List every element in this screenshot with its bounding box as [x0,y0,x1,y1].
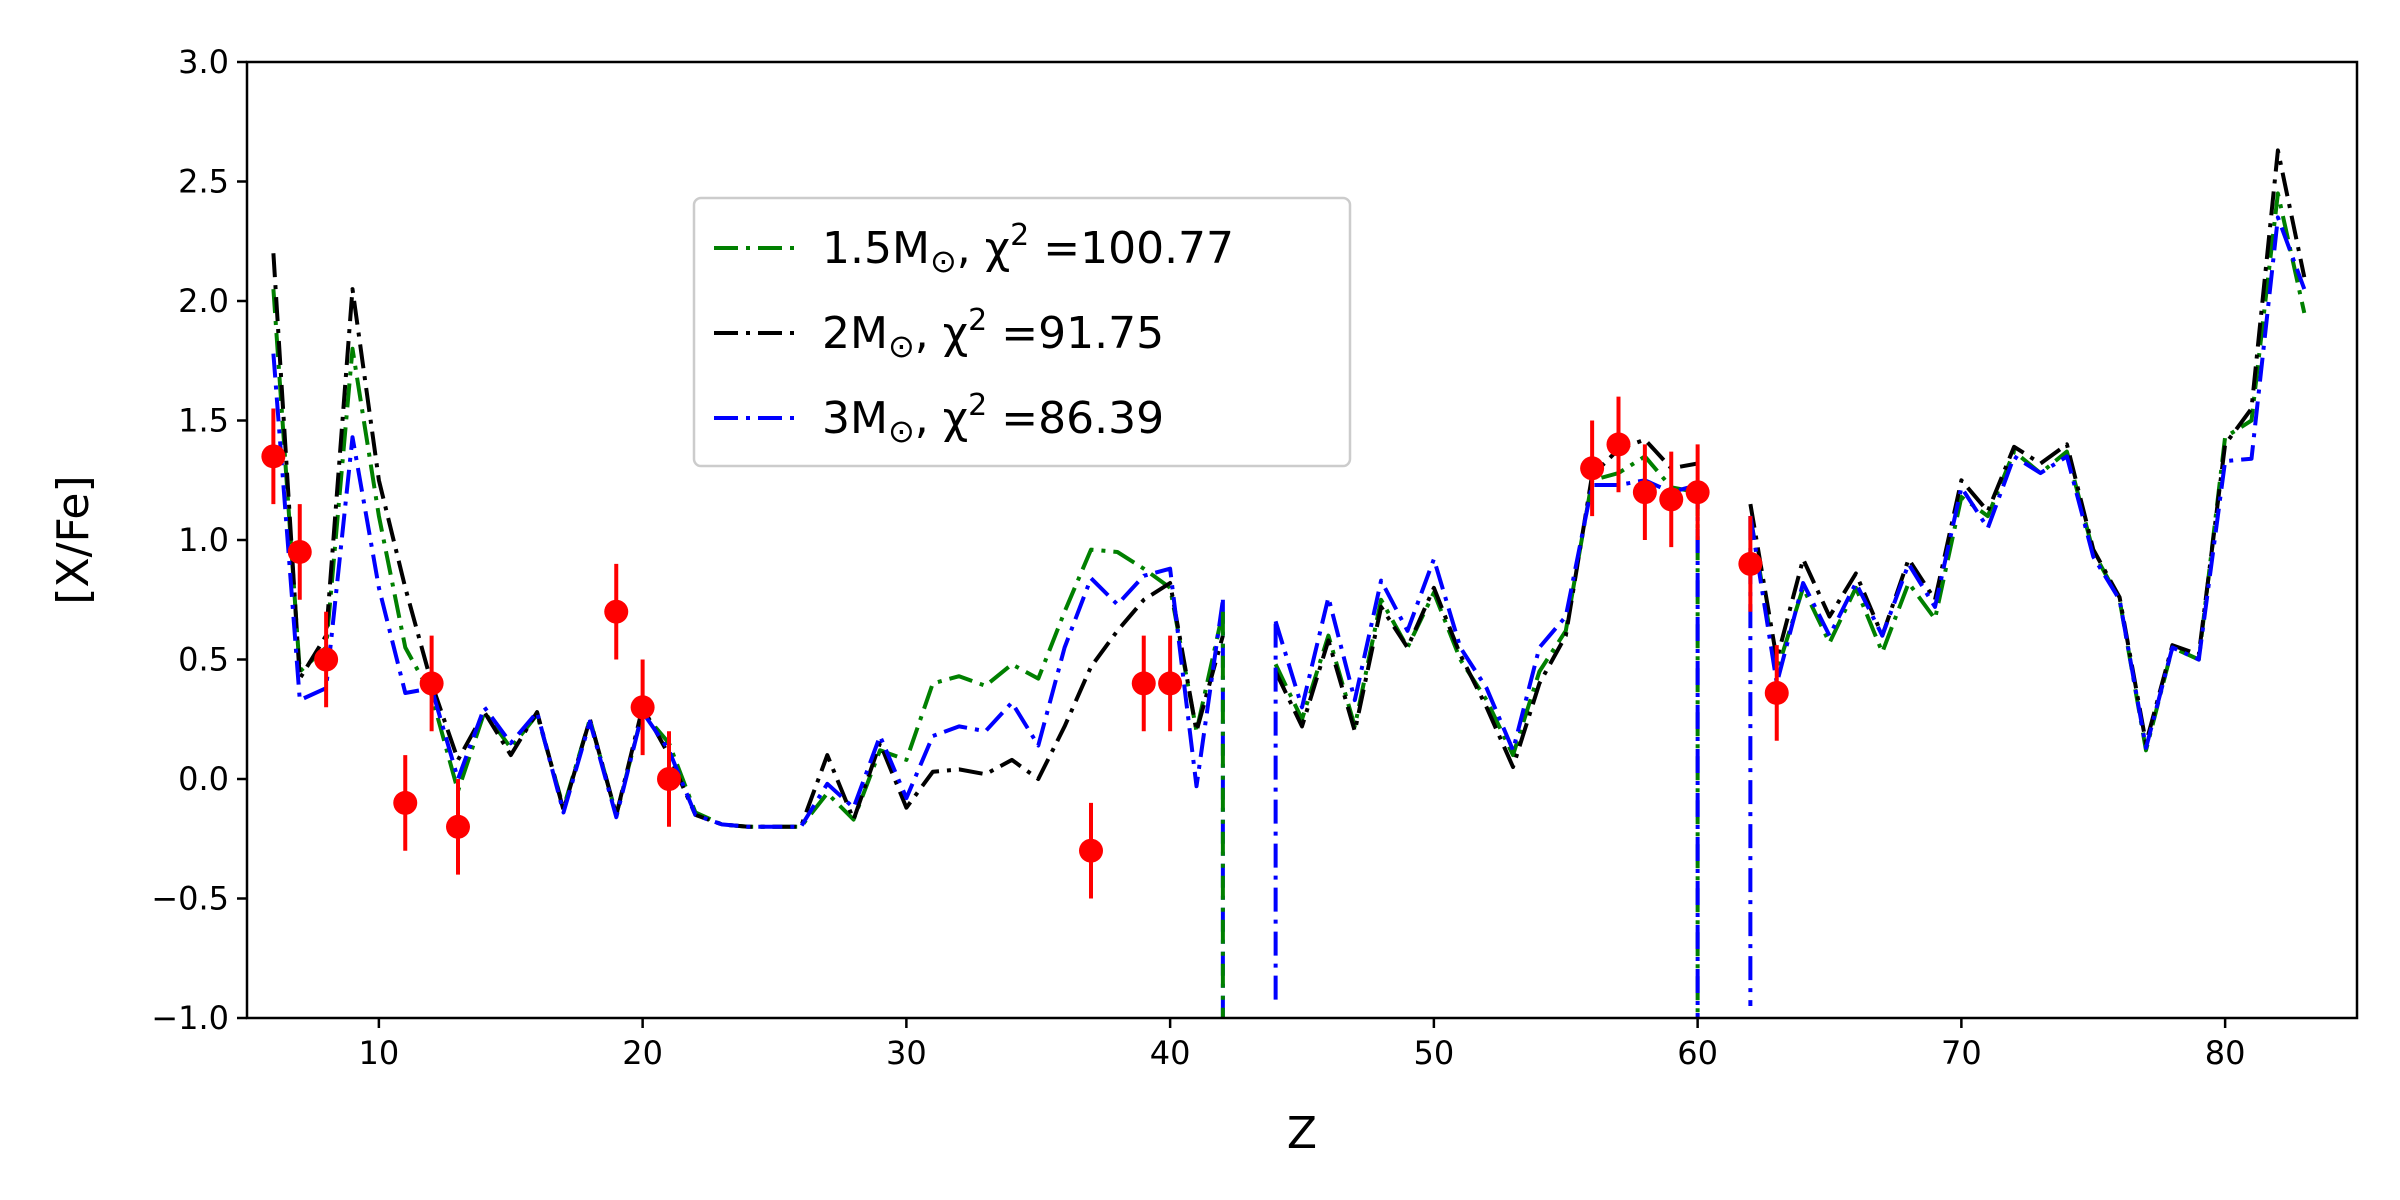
y-tick-label: −0.5 [151,880,229,918]
observation-point [393,790,418,815]
observation-point [1131,671,1156,696]
observation-point [287,539,312,564]
y-tick-label: 2.5 [178,163,229,201]
legend-label: 2M⊙, χ2 =91.75 [822,303,1164,365]
observation-point [1764,680,1789,705]
y-tick-label: −1.0 [151,999,229,1037]
y-tick-label: 0.0 [178,760,229,798]
x-tick-label: 10 [359,1034,400,1072]
observation-point [419,671,444,696]
y-tick-label: 0.5 [178,641,229,679]
y-axis-ticks: −1.0 −0.5 0.0 0.5 1.0 1.5 2.0 2.5 3.0 [151,43,247,1037]
series-line-3 [1273,478,1699,753]
observation-point [1079,838,1103,863]
x-tick-label: 40 [1150,1034,1191,1072]
x-tick-label: 80 [2205,1034,2246,1072]
x-tick-label: 30 [886,1034,927,1072]
legend-box [692,196,1352,468]
observation-point [1632,480,1657,505]
legend-label: 3M⊙, χ2 =86.39 [822,388,1164,450]
x-axis-label: Z [1287,1108,1317,1159]
observation-point [657,767,681,791]
observations-layer [261,396,1789,899]
observation-point [261,444,286,469]
observation-point [1580,456,1605,481]
x-tick-label: 70 [1941,1034,1982,1072]
series-line-2 [1748,148,2307,746]
observation-point [446,814,470,839]
x-axis-ticks: 10 20 30 40 50 60 70 80 [359,1018,2246,1072]
legend: 1.5M⊙, χ2 =100.77 2M⊙, χ2 =91.75 3M⊙, χ2 =… [692,196,1352,468]
series-line-3 [271,353,1225,829]
legend-label: 1.5M⊙, χ2 =100.77 [822,218,1234,280]
observation-point [604,599,629,624]
observation-point [1685,480,1710,505]
observation-point [1606,432,1631,457]
series-line-3 [1748,215,2307,750]
y-tick-label: 3.0 [178,43,229,81]
x-tick-label: 60 [1677,1034,1718,1072]
observation-point [1659,487,1684,512]
y-tick-label: 1.0 [178,521,229,559]
observation-point [314,647,339,672]
x-tick-label: 50 [1414,1034,1455,1072]
series-layer [271,148,2307,1018]
y-tick-label: 1.5 [178,402,229,440]
y-tick-label: 2.0 [178,282,229,320]
observation-point [1738,551,1763,576]
y-axis-label: [X/Fe] [48,475,99,604]
observation-point [1158,671,1183,696]
x-tick-label: 20 [622,1034,663,1072]
observation-point [630,695,655,720]
